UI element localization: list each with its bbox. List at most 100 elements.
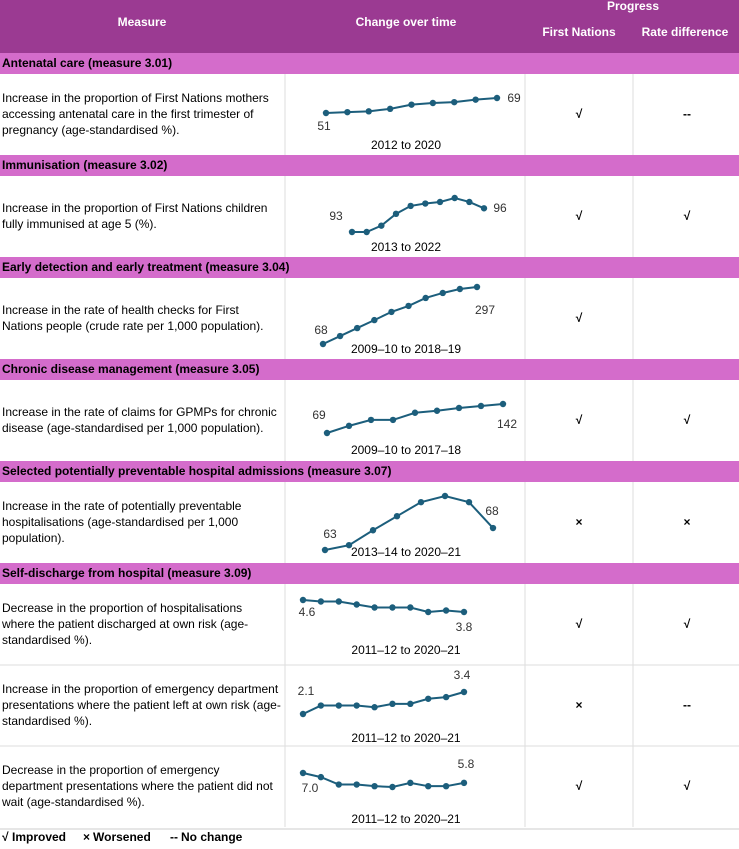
status-icon: √: [576, 209, 583, 223]
sparkline-point: [460, 608, 468, 616]
value-label: 7.0: [302, 781, 319, 795]
measure-description: fully immunised at age 5 (%).: [2, 217, 157, 231]
legend-symbol: √: [2, 830, 9, 844]
sparkline-point: [465, 498, 473, 506]
sparkline-point: [389, 604, 396, 611]
period: 2012 to 2020: [371, 138, 441, 152]
sparkline-point: [345, 541, 353, 549]
legend-label: Worsened: [93, 830, 151, 844]
status-icon: √: [684, 209, 691, 223]
value-label: 3.8: [456, 620, 473, 634]
value-label: 297: [475, 303, 495, 317]
sparkline-point: [335, 702, 342, 709]
sparkline-point: [371, 604, 378, 611]
legend-label: Improved: [12, 830, 66, 844]
section-title: Early detection and early treatment (mea…: [2, 260, 289, 274]
measure-description: Increase in the proportion of First Nati…: [2, 201, 267, 215]
status-icon: √: [684, 779, 691, 793]
measure-description: hospitalisations (age-standardised per 1…: [2, 515, 238, 529]
measure-description: Decrease in the proportion of emergency: [2, 763, 219, 777]
status-icon: --: [683, 698, 691, 712]
period: 2013 to 2022: [371, 240, 441, 254]
sparkline-point: [353, 781, 360, 788]
sparkline-point: [323, 429, 331, 437]
sparkline: [302, 772, 465, 789]
sparkline: [302, 599, 465, 614]
sparkline-point: [455, 404, 463, 412]
value-label: 69: [312, 408, 326, 422]
sparkline-point: [417, 498, 425, 506]
sparkline-point: [480, 205, 488, 212]
sparkline-point: [353, 601, 360, 608]
sparkline-point: [493, 94, 501, 102]
sparkline-point: [299, 769, 307, 777]
sparkline-point: [451, 194, 458, 202]
sparkline-point: [386, 105, 394, 113]
sparkline-point: [299, 596, 307, 604]
sparkline-point: [335, 781, 342, 788]
header-measure: Measure: [118, 15, 167, 29]
section-title: Immunisation (measure 3.02): [2, 158, 167, 172]
value-label: 93: [329, 209, 343, 223]
sparkline-point: [348, 228, 356, 236]
sparkline-point: [473, 283, 481, 291]
sparkline-point: [422, 294, 429, 302]
status-icon: √: [576, 311, 583, 325]
measure-description: wait (age-standardised %).: [1, 795, 145, 809]
sparkline-point: [442, 607, 450, 614]
status-icon: √: [576, 779, 583, 793]
status-icon: ×: [575, 698, 582, 712]
measure-description: Increase in the proportion of First Nati…: [2, 91, 269, 105]
value-label: 63: [323, 527, 337, 541]
sparkline-point: [321, 546, 329, 554]
measure-description: accessing antenatal care in the first tr…: [2, 107, 254, 121]
section-bg: [0, 257, 739, 278]
value-label: 51: [317, 119, 331, 133]
sparkline-point: [367, 416, 375, 424]
sparkline-point: [317, 773, 325, 781]
status-icon: ×: [575, 515, 582, 529]
header-progress: Progress: [607, 0, 659, 13]
sparkline-point: [442, 693, 450, 701]
value-label: 96: [493, 201, 507, 215]
sparkline: [302, 691, 465, 715]
sparkline-point: [393, 512, 401, 520]
header-bg: [0, 0, 739, 53]
value-label: 5.8: [458, 757, 475, 771]
measure-description: population).: [2, 531, 65, 545]
sparkline-point: [405, 302, 412, 310]
measure-description: Increase in the proportion of emergency …: [2, 682, 279, 696]
sparkline-point: [411, 409, 419, 416]
section-bg: [0, 359, 739, 380]
sparkline-point: [460, 688, 468, 696]
value-label: 3.4: [454, 668, 471, 682]
sparkline-point: [436, 198, 444, 206]
value-label: 68: [314, 323, 328, 337]
sparkline-point: [363, 228, 370, 236]
value-label: 142: [497, 417, 517, 431]
sparkline-point: [389, 700, 396, 708]
status-icon: √: [684, 413, 691, 427]
sparkline-point: [477, 402, 485, 410]
section-bg: [0, 155, 739, 176]
section-title: Chronic disease management (measure 3.05…: [2, 362, 259, 376]
header-rate-difference: Rate difference: [642, 25, 729, 39]
section-bg: [0, 563, 739, 584]
status-icon: √: [576, 413, 583, 427]
sparkline: [324, 494, 494, 551]
sparkline-point: [456, 285, 464, 293]
period: 2009–10 to 2018–19: [351, 342, 461, 356]
period: 2011–12 to 2020–21: [351, 731, 461, 745]
sparkline-point: [345, 422, 353, 430]
measure-description: department presentations where the patie…: [2, 779, 274, 793]
value-label: 69: [507, 91, 521, 105]
sparkline-point: [425, 782, 432, 790]
measure-description: disease (age-standardised per 1,000 popu…: [2, 421, 264, 435]
measure-description: standardised %).: [2, 633, 92, 647]
header-change: Change over time: [356, 15, 457, 29]
measure-description: standardised %).: [2, 714, 92, 728]
measure-description: Increase in the rate of health checks fo…: [2, 303, 239, 317]
sparkline-point: [425, 608, 432, 616]
sparkline-point: [407, 700, 414, 708]
